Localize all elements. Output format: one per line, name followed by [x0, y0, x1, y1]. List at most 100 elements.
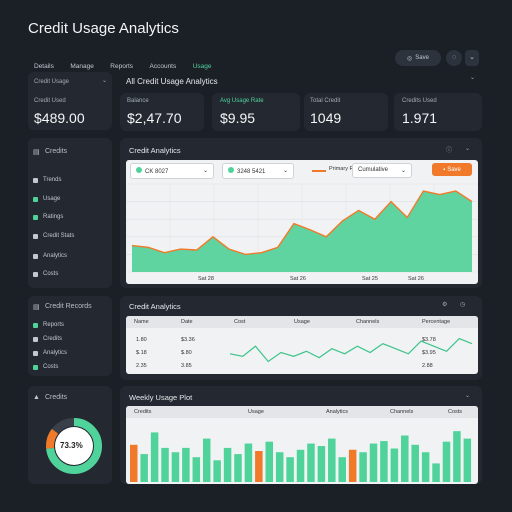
bar [317, 446, 326, 482]
settings-icon[interactable]: ◌ [446, 50, 462, 66]
list-icon: ▤ [33, 149, 40, 156]
legend-label: Primary Ref [329, 166, 359, 172]
list-icon: ▤ [33, 304, 40, 311]
bar [130, 444, 138, 482]
square-icon [33, 177, 38, 183]
bar [359, 452, 367, 482]
bar [140, 454, 148, 482]
section-title: All Credit Usage Analytics [126, 77, 218, 86]
square-icon [33, 271, 38, 277]
square-icon [33, 336, 38, 342]
save-button[interactable]: ◎ Save [395, 50, 441, 66]
table-cell: $3.95 [422, 350, 436, 356]
nav-details[interactable]: Details [34, 63, 54, 70]
panel-title: Credit Analytics [129, 146, 181, 155]
sidebar-group-credits: ▤ Credits [28, 138, 112, 288]
table-cell: 1.80 [136, 337, 147, 343]
circle-icon: ◎ [407, 55, 413, 62]
square-icon [33, 214, 38, 220]
col-header[interactable]: Name [134, 319, 149, 325]
sidebar-item-ratings[interactable]: Ratings [33, 214, 63, 220]
col-header[interactable]: Usage [294, 319, 310, 325]
col-header[interactable]: Usage [248, 409, 264, 415]
account-dropdown[interactable]: CK 8027 ⌄ [130, 163, 214, 179]
status-dot-icon [136, 167, 142, 173]
mode-dropdown[interactable]: Cumulative ⌄ [352, 163, 412, 178]
kpi-label: Credits Used [402, 98, 437, 104]
col-header[interactable]: Credits [134, 409, 152, 415]
bar [192, 457, 201, 482]
sidebar-item-trends[interactable]: Trends [33, 177, 61, 183]
bar [421, 452, 430, 482]
clock-icon[interactable]: ◷ [460, 302, 466, 308]
bar [223, 447, 232, 482]
bell-icon: ▲ [33, 394, 40, 401]
kpi-value: $489.00 [34, 110, 85, 126]
area-chart [126, 183, 478, 273]
col-header[interactable]: Channels [390, 409, 414, 415]
donut-chart [46, 418, 102, 474]
app-title: Credit Usage Analytics [28, 20, 179, 37]
sidebar-item-costs[interactable]: Costs [33, 271, 58, 277]
col-header[interactable]: Cost [234, 319, 246, 325]
sidebar-item-reports[interactable]: Reports [33, 322, 64, 328]
table-cell: $.18 [136, 350, 147, 356]
sidebar-group-title: Credits [45, 394, 68, 401]
range-dropdown[interactable]: 3248 5421 ⌄ [222, 163, 294, 179]
nav-manage[interactable]: Manage [70, 63, 94, 70]
chevron-down-icon[interactable]: ⌄ [465, 50, 479, 66]
chevron-down-icon: ⌄ [400, 168, 406, 174]
info-icon[interactable]: ⓘ [446, 148, 453, 154]
area-chart-area: CK 8027 ⌄ 3248 5421 ⌄ Primary Ref Cumulati… [126, 160, 478, 284]
save-chart-button[interactable]: ▪ Save [432, 163, 472, 176]
donut-label: 73.3% [60, 441, 83, 450]
table-cell: $3.36 [181, 337, 195, 343]
kpi-value: $2,47.70 [127, 110, 182, 126]
bar [401, 435, 409, 482]
bar [296, 449, 305, 482]
table-cell: 3.85 [181, 363, 192, 369]
bar [202, 438, 211, 482]
bar [453, 431, 461, 482]
data-table: Name Date Cost Usage Channels Percentage… [126, 316, 478, 374]
sidebar-item-credits[interactable]: Credits [33, 336, 62, 342]
gear-icon[interactable]: ⚙ [442, 302, 448, 308]
table-cell: $3.78 [422, 337, 436, 343]
sidebar-item-costs-2[interactable]: Costs [33, 364, 58, 370]
bar [286, 457, 294, 482]
chevron-down-icon: ⌄ [282, 168, 288, 174]
square-icon [33, 364, 38, 370]
bar-chart-area: Credits Usage Analytics Channels Costs [126, 406, 478, 484]
kpi-card: Avg Usage Rate $9.95 [212, 93, 300, 131]
col-header[interactable]: Date [181, 319, 193, 325]
chevron-down-icon[interactable]: ⌄ [102, 78, 108, 84]
col-header[interactable]: Analytics [326, 409, 349, 415]
chevron-down-icon: ⌄ [202, 168, 208, 174]
area-line [131, 190, 473, 256]
sidebar-top-panel: Credit Usage ⌄ Credit Used $489.00 [28, 72, 112, 130]
kpi-card: Total Credit 1049 [304, 93, 388, 131]
sidebar-item-analytics-2[interactable]: Analytics [33, 350, 67, 356]
bar [234, 454, 242, 482]
col-header[interactable]: Costs [448, 409, 463, 415]
chevron-down-icon[interactable]: ⌄ [470, 75, 476, 81]
sidebar-item-analytics[interactable]: Analytics [33, 253, 67, 259]
col-header[interactable]: Percentage [422, 319, 451, 325]
col-header[interactable]: Channels [356, 319, 380, 325]
kpi-label: Balance [127, 98, 149, 104]
square-icon [33, 253, 38, 259]
chevron-down-icon[interactable]: ⌄ [465, 393, 471, 399]
bar [338, 457, 346, 482]
bar [275, 452, 284, 482]
kpi-label: Total Credit [310, 98, 341, 104]
nav-usage[interactable]: Usage [192, 63, 212, 70]
square-icon [33, 196, 38, 202]
bar [307, 443, 315, 482]
sidebar-item-credit-stats[interactable]: Credit Stats [33, 233, 74, 239]
sidebar-item-usage[interactable]: Usage [33, 196, 60, 202]
nav-accounts[interactable]: Accounts [149, 63, 177, 70]
nav-reports[interactable]: Reports [110, 63, 134, 70]
bar [265, 441, 274, 482]
bar [390, 448, 399, 482]
chevron-down-icon[interactable]: ⌄ [465, 146, 471, 152]
